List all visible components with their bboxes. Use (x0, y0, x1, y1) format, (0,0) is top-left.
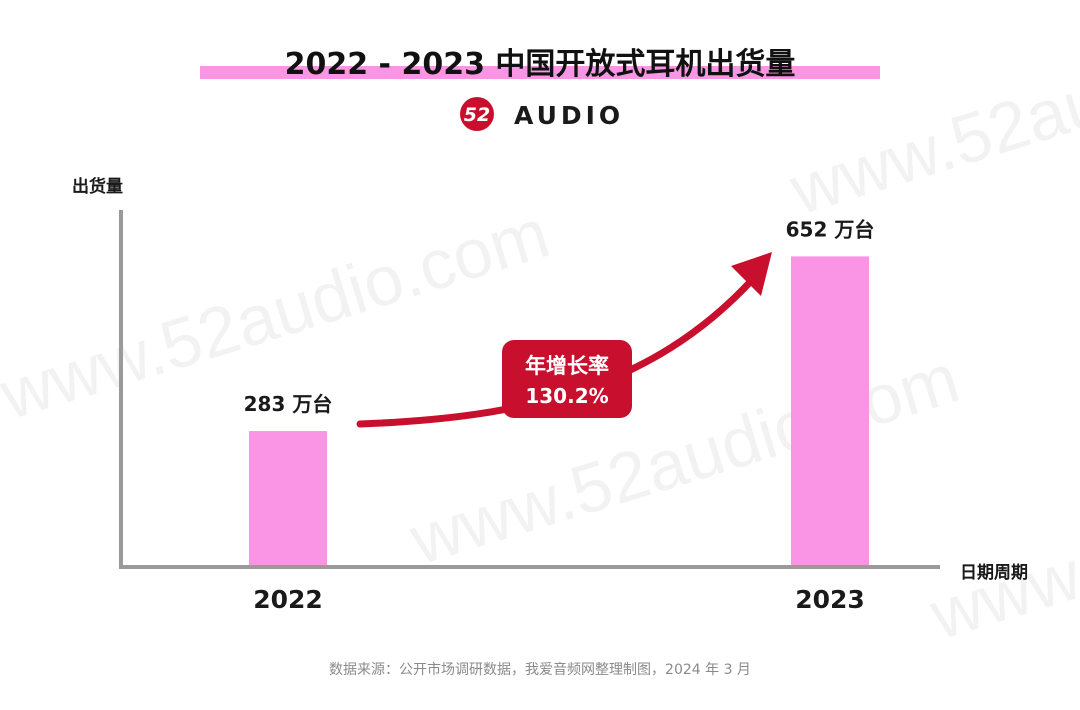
x-tick-2023: 2023 (795, 585, 865, 614)
x-tick-2022: 2022 (253, 585, 323, 614)
title-highlight (200, 66, 880, 79)
bars-layer: 283 万台 2022 652 万台 2023 (244, 217, 875, 614)
chart-title: 2022 - 2023 中国开放式耳机出货量 (285, 47, 796, 82)
watermark-text: www.52audio.com (781, 0, 1080, 230)
logo-text: AUDIO (514, 101, 624, 130)
growth-badge: 年增长率 130.2% (502, 340, 632, 418)
data-label-2023: 652 万台 (786, 217, 875, 241)
logo-mark: 52 (464, 104, 490, 126)
brand-logo: 52 AUDIO (460, 97, 624, 131)
watermark-text: www.52audio.com (401, 339, 968, 580)
logo-circle-icon (460, 97, 494, 131)
growth-badge-box (502, 340, 632, 418)
watermark-text: www.52audio.com (921, 414, 1080, 655)
growth-badge-label: 年增长率 (525, 353, 609, 378)
source-note: 数据来源：公开市场调研数据，我爱音频网整理制图，2024 年 3 月 (329, 661, 751, 678)
data-label-2022: 283 万台 (244, 392, 333, 416)
x-axis-label: 日期周期 (960, 563, 1028, 583)
arrow-head-icon (731, 252, 772, 296)
watermark-layer: www.52audio.com www.52audio.com www.52au… (0, 0, 1080, 655)
bar-2022 (249, 431, 327, 565)
growth-badge-value: 130.2% (525, 384, 608, 408)
bar-2023 (791, 256, 869, 565)
y-axis-label: 出货量 (72, 176, 123, 197)
